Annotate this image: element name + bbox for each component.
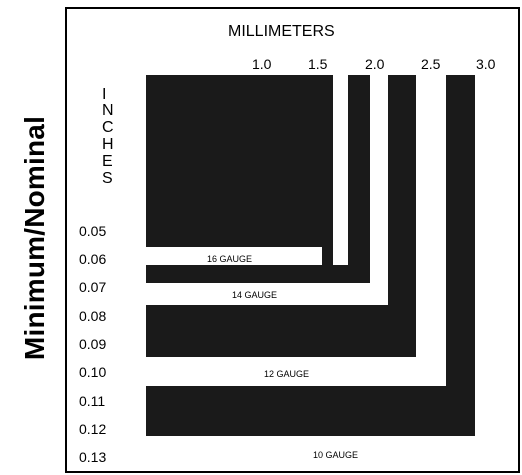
gauge-16-main-block — [146, 75, 333, 247]
gauge-14-horizontal-bar — [146, 265, 370, 283]
gauge-10-label: 10 GAUGE — [313, 450, 359, 460]
inch-tick-0-07: 0.07 — [79, 279, 107, 295]
inch-tick-0-09: 0.09 — [79, 336, 107, 352]
inches-letter-i: I — [102, 86, 107, 103]
inch-tick-0-08: 0.08 — [79, 308, 107, 324]
inches-letter-h: H — [102, 136, 114, 153]
side-title: Minimum/Nominal — [19, 115, 50, 360]
gauge-12-horizontal-bar — [146, 305, 416, 357]
millimeters-axis-title: MILLIMETERS — [228, 23, 335, 40]
gauge-10-vertical-bar — [446, 75, 475, 436]
inches-letter-e: E — [102, 153, 113, 170]
inches-letter-n: N — [102, 102, 114, 119]
mm-tick-3-0: 3.0 — [476, 56, 496, 72]
inch-tick-0-11: 0.11 — [79, 393, 106, 409]
inches-letter-c: C — [102, 119, 114, 136]
gauge-16-label: 16 GAUGE — [207, 254, 253, 264]
mm-tick-2-5: 2.5 — [421, 56, 441, 72]
inch-tick-0-12: 0.12 — [79, 421, 107, 437]
inch-tick-0-06: 0.06 — [79, 251, 107, 267]
gauge-12-label: 12 GAUGE — [264, 369, 310, 379]
inch-tick-0-13: 0.13 — [79, 449, 107, 465]
inch-tick-0-05: 0.05 — [79, 223, 107, 239]
gauge-14-label: 14 GAUGE — [232, 290, 278, 300]
inch-tick-0-10: 0.10 — [79, 364, 107, 380]
mm-tick-2-0: 2.0 — [365, 56, 385, 72]
inches-letter-s: S — [102, 170, 113, 187]
mm-tick-1-0: 1.0 — [252, 56, 272, 72]
gauge-10-horizontal-bar — [146, 386, 475, 436]
mm-tick-1-5: 1.5 — [308, 56, 328, 72]
side-title-container: Minimum/Nominal — [12, 0, 58, 475]
gauge-14-vertical-bar — [348, 75, 370, 283]
